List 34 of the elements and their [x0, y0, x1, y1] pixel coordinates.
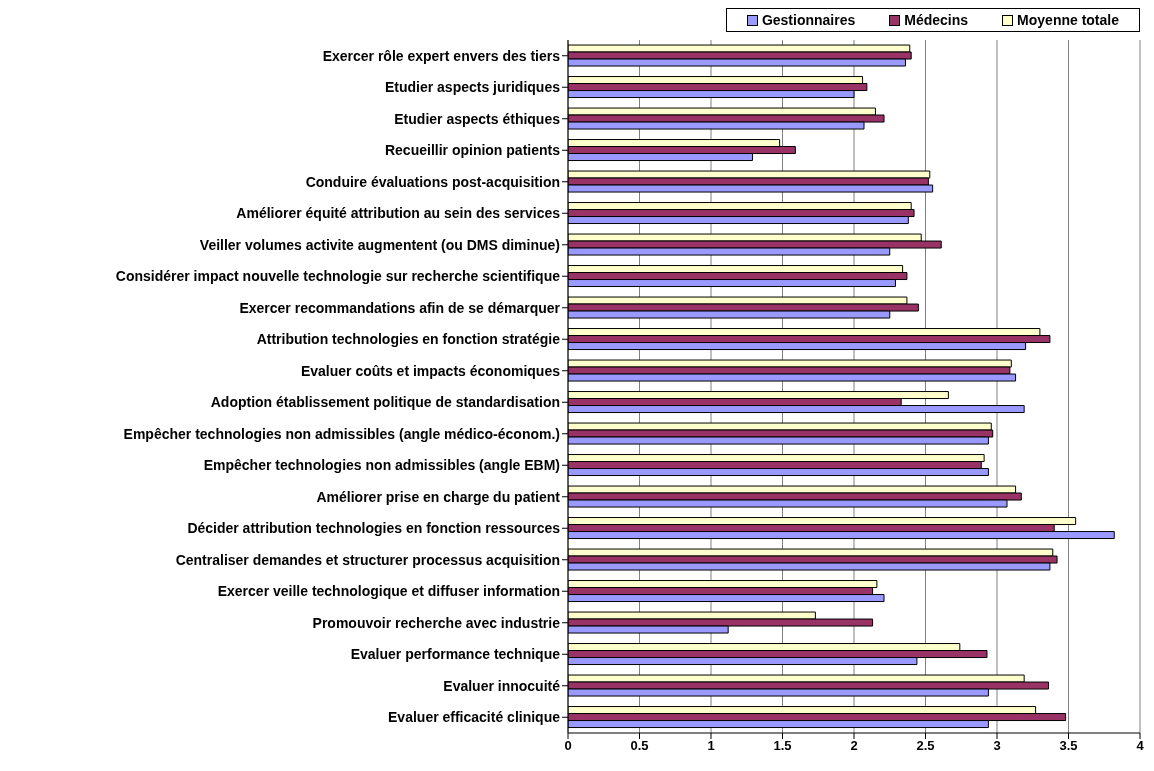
- y-tick-label: Améliorer prise en charge du patient: [316, 488, 561, 505]
- y-tick-label: Etudier aspects éthiques: [394, 110, 561, 127]
- y-tick-label: Veiller volumes activite augmentent (ou DMS diminue): [199, 236, 560, 253]
- legend-label: Moyenne totale: [1017, 12, 1119, 28]
- y-tick-label: Promouvoir recherche avec industrie: [312, 614, 561, 631]
- y-tick-label: Evaluer coûts et impacts économiques: [300, 362, 561, 379]
- x-tick-label: 3: [993, 738, 1001, 754]
- x-tick-label: 3.5: [1059, 738, 1078, 754]
- x-tick-label: 1: [707, 738, 715, 754]
- y-tick-label: Conduire évaluations post-acquisition: [305, 173, 560, 190]
- x-tick-label: 2.5: [916, 738, 935, 754]
- y-tick-label: Centraliser demandes et structurer processus acquisition: [175, 551, 560, 568]
- x-tick-label: 2: [850, 738, 858, 754]
- y-tick-label: Décider attribution technologies en fonction ressources: [187, 520, 561, 537]
- x-tick-label: 0: [564, 738, 572, 754]
- y-tick-label: Exercer rôle expert envers des tiers: [322, 47, 561, 64]
- x-tick-label: 4: [1136, 738, 1145, 754]
- y-tick-label: Recueillir opinion patients: [384, 142, 561, 159]
- y-tick-label: Empêcher technologies non admissibles (angle EBM): [203, 457, 560, 474]
- y-tick-label: Empêcher technologies non admissibles (angle médico-économ.): [123, 425, 560, 442]
- y-tick-label: Etudier aspects juridiques: [384, 79, 561, 96]
- y-tick-label: Améliorer équité attribution au sein des services: [236, 205, 561, 222]
- y-tick-label: Adoption établissement politique de standardisation: [210, 394, 560, 411]
- y-tick-label: Considérer impact nouvelle technologie sur recherche scientifique: [115, 268, 561, 285]
- y-tick-label: Attribution technologies en fonction stratégie: [256, 331, 561, 348]
- y-tick-label: Exercer recommandations afin de se démarquer: [239, 299, 561, 316]
- y-tick-label: Evaluer performance technique: [350, 646, 561, 663]
- y-tick-label: Evaluer efficacité clinique: [388, 709, 561, 726]
- y-tick-label: Evaluer innocuité: [443, 677, 561, 694]
- legend-label: Médecins: [904, 12, 969, 28]
- y-tick-label: Exercer veille technologique et diffuser information: [217, 583, 560, 600]
- legend-label: Gestionnaires: [761, 12, 856, 28]
- x-tick-label: 0.5: [630, 738, 649, 754]
- x-tick-label: 1.5: [773, 738, 792, 754]
